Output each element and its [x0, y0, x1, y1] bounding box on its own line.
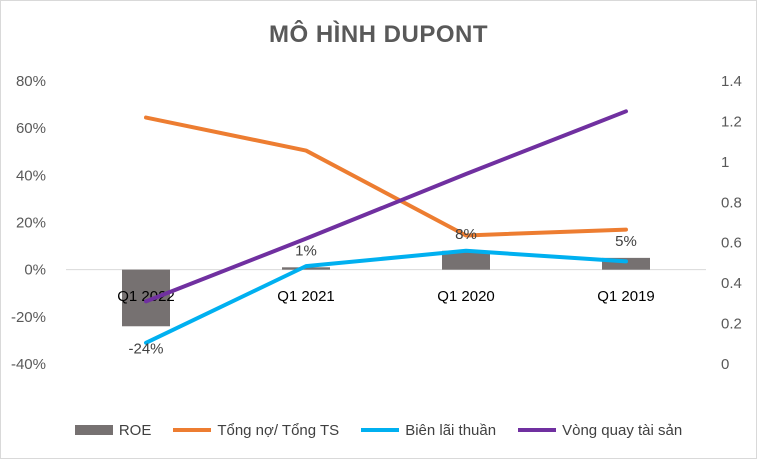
- chart-plot-area: -40% -20% 0% 20% 40% 60% 80% 0 0.2 0.4 0.6 0.8 1 1.2 1…: [11, 73, 742, 373]
- roe-data-label: 1%: [295, 242, 317, 259]
- y-left-tick-label: -40%: [11, 356, 46, 373]
- y-right-tick-label: 0.4: [721, 275, 742, 292]
- roe-data-label: 8%: [455, 226, 477, 243]
- legend-swatch: [361, 428, 400, 432]
- y-left-tick-label: 0%: [24, 262, 46, 279]
- roe-bar: [282, 267, 330, 270]
- series-line-v-ng-quay-t-i-s-n: [144, 109, 628, 304]
- legend-label: Tổng nợ/ Tổng TS: [217, 421, 340, 439]
- x-category-label: Q1 2021: [277, 288, 335, 305]
- y-right-tick-label: 0.6: [721, 235, 742, 252]
- legend-label: ROE: [118, 421, 152, 439]
- y-left-tick-label: 60%: [16, 120, 46, 137]
- y-right-tick-label: 0: [721, 356, 729, 373]
- y-right-tick-label: 1: [721, 154, 729, 171]
- roe-bar: [442, 250, 490, 270]
- y-left-tick-label: 40%: [16, 167, 46, 184]
- legend-swatch: [518, 428, 557, 432]
- y-left-tick-label: 80%: [16, 73, 46, 90]
- y-right-tick-label: 0.8: [721, 194, 742, 211]
- chart-legend: ROE Tổng nợ/ Tổng TS Biên lãi thuần Vòng qu…: [1, 419, 756, 441]
- series-line-bi-n-l-i-thu-n: [144, 248, 628, 345]
- roe-data-label: -24%: [128, 340, 163, 357]
- y-right-tick-label: 1.4: [721, 73, 742, 90]
- legend-swatch: [74, 425, 113, 435]
- series-line-t-ng-n-t-ng-ts: [144, 115, 628, 238]
- legend-label: Vòng quay tài sản: [562, 421, 683, 439]
- roe-data-label: 5%: [615, 233, 637, 250]
- legend-item: ROE: [74, 421, 152, 439]
- legend-item: Biên lãi thuần: [361, 422, 496, 439]
- y-right-tick-label: 0.2: [721, 316, 742, 333]
- chart-title: MÔ HÌNH DUPONT: [269, 21, 488, 48]
- y-left-tick-label: -20%: [11, 309, 46, 326]
- legend-item: Tổng nợ/ Tổng TS: [173, 422, 339, 439]
- legend-label: Biên lãi thuần: [405, 421, 497, 439]
- y-left-tick-label: 20%: [16, 215, 46, 232]
- x-category-label: Q1 2020: [437, 288, 495, 305]
- roe-bar: [122, 269, 170, 327]
- x-category-label: Q1 2022: [117, 288, 175, 305]
- x-category-label: Q1 2019: [597, 288, 655, 305]
- legend-item: Vòng quay tài sản: [518, 422, 682, 439]
- roe-bar: [602, 257, 650, 270]
- y-right-tick-label: 1.2: [721, 113, 742, 130]
- legend-swatch: [173, 428, 212, 432]
